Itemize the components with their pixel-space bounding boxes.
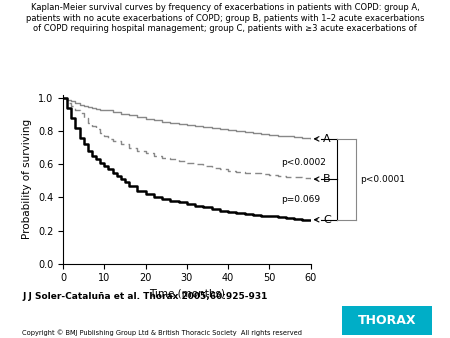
Text: B: B bbox=[315, 174, 330, 184]
Text: A: A bbox=[315, 134, 330, 144]
Text: THORAX: THORAX bbox=[358, 314, 416, 327]
Y-axis label: Probability of surviving: Probability of surviving bbox=[22, 119, 32, 239]
Text: J J Soler-Cataluña et al. Thorax 2005;60:925-931: J J Soler-Cataluña et al. Thorax 2005;60… bbox=[22, 292, 268, 301]
X-axis label: Time (months): Time (months) bbox=[149, 289, 225, 299]
Text: Kaplan-Meier survival curves by frequency of exacerbations in patients with COPD: Kaplan-Meier survival curves by frequenc… bbox=[26, 3, 424, 33]
Text: p=0.069: p=0.069 bbox=[282, 195, 321, 204]
Text: p<0.0001: p<0.0001 bbox=[360, 175, 405, 184]
Text: p<0.0002: p<0.0002 bbox=[282, 158, 327, 167]
Text: Copyright © BMJ Publishing Group Ltd & British Thoracic Society  All rights rese: Copyright © BMJ Publishing Group Ltd & B… bbox=[22, 330, 302, 336]
Text: C: C bbox=[315, 215, 331, 225]
